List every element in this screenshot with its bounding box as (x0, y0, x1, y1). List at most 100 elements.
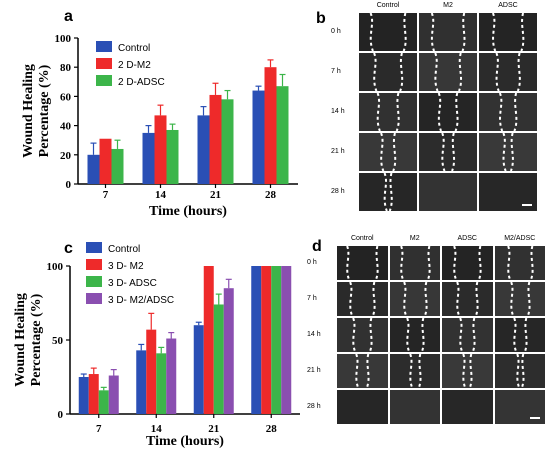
bar-control-21 (193, 325, 204, 414)
y-tick-label: 0 (58, 409, 64, 421)
wound-edge-outline (359, 173, 417, 211)
grid-d-row-label: 21 h (307, 367, 321, 374)
bar-3-d-m2-adsc-21 (223, 288, 234, 414)
wound-edge-outline (479, 13, 537, 51)
grid-b-row-label: 7 h (331, 68, 341, 75)
micrograph-cell (389, 354, 440, 388)
wound-edge-outline (442, 354, 493, 388)
y-axis-title-line-2: Percentage (%) (37, 64, 52, 157)
micrograph-cell (419, 173, 477, 211)
micrograph-cell: 21 h (307, 354, 388, 388)
grid-b-column-header: Control (376, 2, 400, 9)
x-tick-label: 28 (266, 423, 278, 435)
micrograph-cell (494, 282, 545, 316)
legend-swatch (86, 242, 102, 253)
legend-label: 3 D- M2 (108, 261, 144, 272)
legend-swatch (86, 293, 102, 304)
panel-letter-b: b (316, 10, 326, 27)
y-tick-label: 60 (60, 91, 72, 103)
x-tick-label: 7 (96, 423, 102, 435)
y-axis-title: Wound HealingPercentage (%) (13, 293, 44, 387)
wound-edge-outline (337, 390, 388, 424)
micrograph-cell: 0 h (307, 246, 388, 280)
legend-label: 2 D-ADSC (118, 77, 165, 88)
bar-2-d-adsc-7 (111, 148, 124, 184)
micrograph-cell (389, 318, 441, 352)
wound-edge-outline (442, 390, 493, 424)
micrograph-cell: 21 h (331, 133, 417, 171)
scale-bar (530, 417, 540, 419)
legend-swatch (96, 75, 112, 86)
bar-3-d-m2-7 (88, 374, 99, 414)
wound-edge-outline (337, 318, 388, 352)
micrograph-cell (442, 318, 493, 352)
wound-edge-outline (337, 354, 388, 388)
wound-edge-outline (419, 93, 477, 131)
wound-edge-outline (359, 13, 417, 51)
micrograph-cell: 0 h (331, 13, 417, 51)
micrograph-cell (442, 282, 493, 316)
micrograph-grid-d: Control M2 ADSC M2/ADSC 0 h 7 h 14 h 21 h 28 h (307, 235, 546, 425)
micrograph-cell (479, 133, 537, 171)
wound-edge-outline (442, 282, 493, 316)
grid-b-row-label: 14 h (331, 108, 345, 115)
wound-edge-outline (390, 282, 441, 316)
bar-control-21 (197, 115, 210, 184)
x-tick-label: 28 (265, 189, 277, 201)
wound-edge-outline (390, 390, 441, 424)
legend-label: Control (108, 244, 140, 255)
bar-control-14 (136, 350, 147, 414)
bar-control-7 (87, 154, 100, 184)
wound-edge-outline (479, 93, 537, 131)
grid-b-row-label: 21 h (331, 148, 345, 155)
micrograph-cell: 7 h (307, 282, 388, 316)
legend-label: Control (118, 43, 150, 54)
micrograph-cell (389, 390, 441, 424)
legend-swatch (96, 41, 112, 52)
y-tick-label: 40 (60, 121, 72, 133)
x-axis-title: Time (hours) (149, 204, 227, 219)
bar-2-d-adsc-28 (276, 86, 289, 184)
grid-d-column-header: Control (350, 235, 374, 242)
bar-3-d-m2-21 (203, 266, 214, 414)
micrograph-cell: 28 h (307, 390, 388, 424)
wound-edge-outline (390, 318, 441, 352)
x-axis-title: Time (hours) (146, 434, 224, 449)
micrograph-cell (389, 246, 440, 280)
y-axis-title-line-1: Wound Healing (13, 293, 28, 387)
bar-3-d-adsc-21 (213, 304, 224, 414)
x-tick-label: 21 (210, 189, 221, 201)
x-tick-label: 21 (208, 423, 219, 435)
wound-edge-outline (419, 133, 477, 171)
micrograph-cell (494, 354, 545, 388)
wound-edge-outline (419, 173, 477, 211)
bar-3-d-m2-adsc-7 (108, 375, 119, 414)
micrograph-cell (389, 282, 441, 316)
y-axis-title-line-1: Wound Healing (21, 64, 36, 158)
legend-swatch (96, 58, 112, 69)
bar-2-d-m2-7 (99, 138, 112, 184)
micrograph-cell (479, 13, 537, 51)
bar-control-28 (251, 266, 262, 414)
micrograph-cell (419, 133, 477, 171)
y-tick-label: 100 (47, 261, 64, 273)
wound-edge-outline (479, 133, 537, 171)
y-tick-label: 100 (55, 33, 72, 45)
micrograph-cell (442, 390, 493, 424)
wound-edge-outline (359, 93, 417, 131)
bar-3-d-adsc-14 (156, 353, 167, 414)
wound-edge-outline (337, 282, 388, 316)
bar-control-14 (142, 132, 155, 184)
micrograph-cell (419, 53, 477, 91)
grid-d-column-header: M2 (409, 235, 420, 242)
legend-swatch (86, 276, 102, 287)
bar-3-d-m2-28 (261, 266, 272, 414)
chart-c: 0 50 100 7 14 21 28 Time (hours) Wound HealingPe… (13, 242, 300, 449)
bar-2-d-m2-28 (264, 67, 277, 184)
wound-edge-outline (495, 318, 546, 352)
x-tick-label: 14 (151, 423, 163, 435)
micrograph-cell (479, 93, 537, 131)
wound-edge-outline (442, 318, 493, 352)
grid-d-row-label: 0 h (307, 259, 317, 266)
bar-3-d-m2-14 (146, 329, 157, 414)
